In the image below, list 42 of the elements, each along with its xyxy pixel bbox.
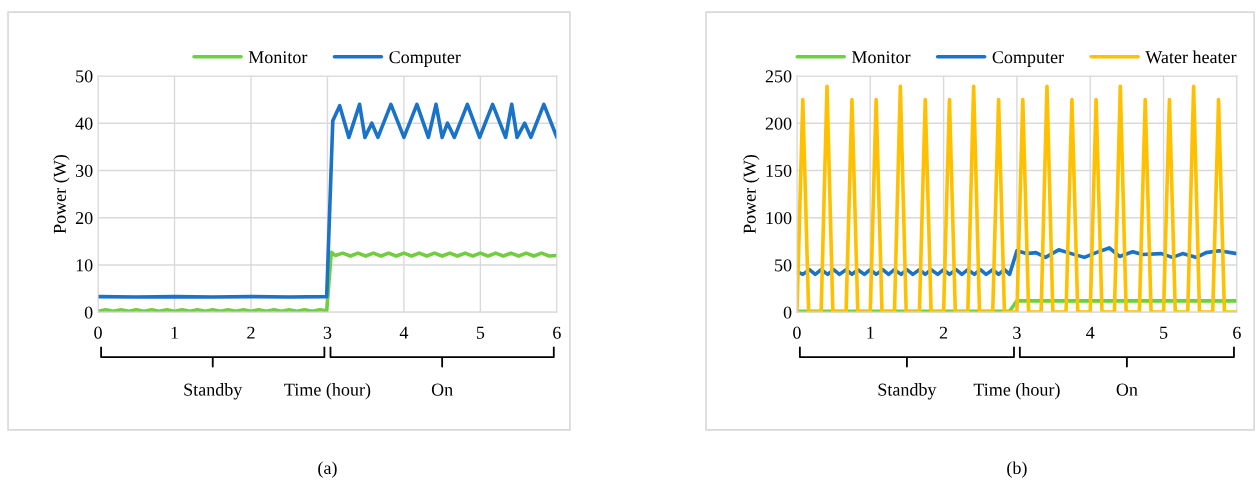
x-tick-label: 4 xyxy=(1086,326,1095,339)
x-tick-label: 6 xyxy=(553,326,561,339)
x-tick-label: 2 xyxy=(247,326,255,339)
y-tick-label: 200 xyxy=(765,117,792,130)
y-axis-title: Power (W) xyxy=(743,155,760,234)
legend-label: Monitor xyxy=(248,51,308,64)
x-tick-label: 1 xyxy=(171,326,178,339)
legend-label: Computer xyxy=(389,51,461,67)
legend-label: Water heater xyxy=(1145,50,1237,64)
legend-label: Computer xyxy=(992,51,1064,67)
x-tick-label: 3 xyxy=(323,326,332,339)
x-tick-label: 4 xyxy=(399,326,409,339)
y-tick-label: 150 xyxy=(766,164,792,177)
x-tick-label: 5 xyxy=(1160,326,1168,339)
y-tick-label: 250 xyxy=(765,70,792,83)
y-tick-label: 20 xyxy=(75,211,93,225)
y-tick-label: 100 xyxy=(766,211,792,225)
x-tick-label: 0 xyxy=(94,326,102,339)
x-tick-label: 2 xyxy=(939,326,948,339)
text: On xyxy=(431,383,453,396)
x-tick-label: 6 xyxy=(1233,326,1241,339)
text: On xyxy=(1116,383,1138,396)
text: Standby xyxy=(878,383,937,400)
x-tick-label: 1 xyxy=(867,326,874,339)
y-tick-label: 0 xyxy=(783,306,792,319)
x-axis-title: Time (hour) xyxy=(973,383,1060,400)
y-tick-label: 50 xyxy=(775,259,792,272)
y-tick-label: 50 xyxy=(76,70,93,83)
line-series xyxy=(98,102,557,299)
x-tick-label: 3 xyxy=(1013,326,1021,339)
x-tick-label: 0 xyxy=(793,326,801,339)
y-axis-title: Power (W) xyxy=(53,155,70,234)
y-tick-label: 0 xyxy=(84,306,93,319)
x-tick-label: 5 xyxy=(476,326,485,339)
y-tick-label: 10 xyxy=(76,259,93,272)
text: (a) xyxy=(318,461,337,478)
text: Standby xyxy=(184,383,243,400)
x-axis-title: Time (hour) xyxy=(284,383,371,400)
text: (b) xyxy=(1007,461,1027,478)
y-tick-label: 30 xyxy=(75,164,93,177)
y-tick-label: 40 xyxy=(75,117,93,130)
legend-label: Monitor xyxy=(851,51,911,64)
